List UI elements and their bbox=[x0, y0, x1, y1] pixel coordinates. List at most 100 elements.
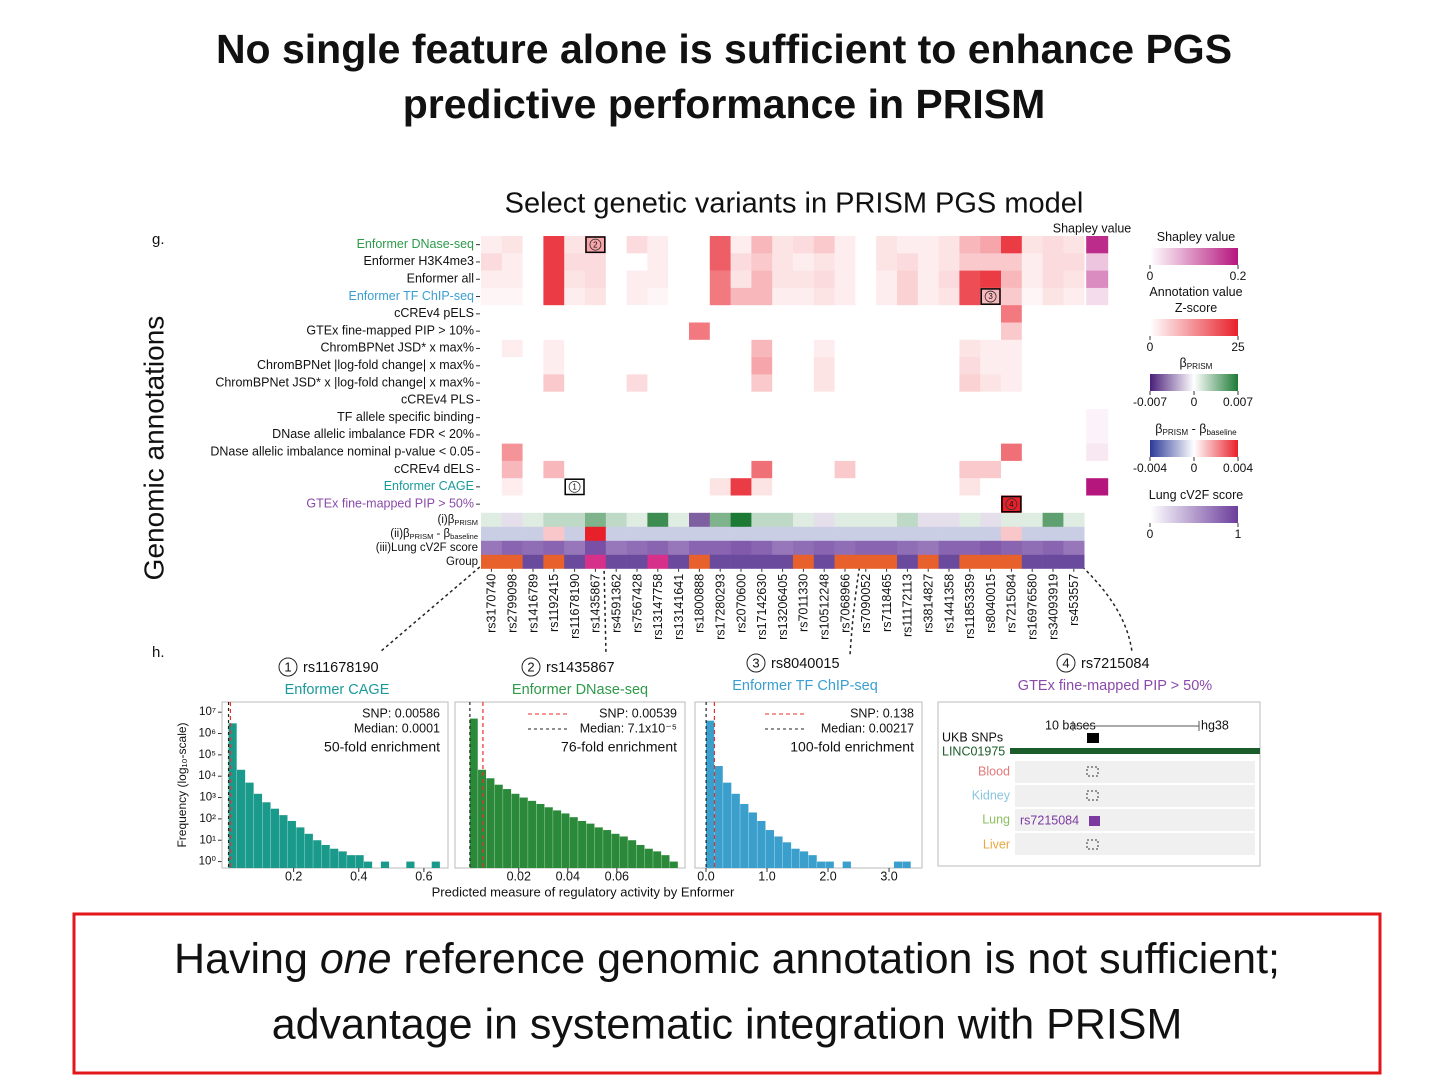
heat-cell bbox=[709, 270, 731, 289]
group-cell bbox=[980, 554, 1002, 569]
heat-cell bbox=[1063, 339, 1085, 358]
heat-cell bbox=[1001, 409, 1023, 427]
group-cell bbox=[917, 554, 939, 569]
text-part: β bbox=[1155, 422, 1162, 436]
heat-cell bbox=[959, 374, 981, 392]
column-label: rs1192415 bbox=[547, 574, 561, 632]
heat-cell bbox=[1042, 374, 1064, 392]
track-cell bbox=[689, 526, 711, 542]
hist-bar bbox=[893, 861, 903, 868]
heat-cell bbox=[813, 478, 835, 496]
heat-cell bbox=[543, 339, 565, 358]
heat-cell bbox=[585, 460, 607, 479]
heat-cell bbox=[772, 391, 794, 410]
tissue-label: Blood bbox=[978, 764, 1010, 778]
heat-cell bbox=[626, 236, 648, 254]
heat-cell bbox=[897, 339, 919, 358]
hist-bar bbox=[748, 812, 757, 868]
heat-cell bbox=[813, 339, 835, 358]
group-cell bbox=[751, 554, 773, 569]
heat-cell bbox=[730, 236, 752, 254]
shapley-cell bbox=[1086, 270, 1109, 289]
row-label: Enformer H3K4me3 bbox=[364, 254, 475, 268]
heat-cell bbox=[1021, 391, 1043, 410]
heat-cell bbox=[897, 287, 919, 306]
text-part: PRISM bbox=[1187, 362, 1213, 371]
snp-box bbox=[1086, 766, 1099, 777]
x-tick-label: 0.4 bbox=[350, 869, 367, 883]
hist-note: SNP: 0.138 bbox=[850, 706, 914, 720]
heat-cell bbox=[980, 460, 1002, 479]
heat-cell bbox=[897, 305, 919, 323]
hist-note: 76-fold enrichment bbox=[561, 739, 677, 755]
heat-cell bbox=[772, 409, 794, 427]
hist-bar bbox=[740, 803, 749, 868]
y-tick-label: 10² bbox=[199, 813, 216, 825]
heat-cell bbox=[689, 391, 711, 410]
heat-cell bbox=[626, 305, 648, 323]
heat-cell bbox=[980, 391, 1002, 410]
track-cell bbox=[501, 540, 523, 556]
legend-tick-label: 0 bbox=[1147, 527, 1154, 541]
column-label: rs11172113 bbox=[901, 574, 915, 637]
track-cell bbox=[813, 540, 835, 556]
heat-cell bbox=[917, 322, 939, 341]
heat-cell bbox=[709, 339, 731, 358]
hist-bar bbox=[355, 855, 364, 868]
hist-bar bbox=[825, 861, 834, 868]
heat-cell bbox=[730, 357, 752, 375]
heat-cell bbox=[793, 374, 815, 392]
heat-cell bbox=[751, 460, 773, 479]
heat-cell bbox=[980, 322, 1002, 341]
hist-bar bbox=[569, 817, 578, 868]
heat-cell bbox=[564, 374, 586, 392]
column-label: rs2070600 bbox=[734, 574, 748, 633]
heat-cell bbox=[501, 478, 523, 496]
heat-cell bbox=[793, 322, 815, 341]
heat-cell bbox=[564, 495, 586, 514]
heat-cell bbox=[481, 270, 503, 289]
row-label: Enformer TF ChIP-seq bbox=[348, 289, 474, 303]
heat-cell bbox=[1001, 391, 1023, 410]
heat-cell bbox=[522, 270, 544, 289]
heat-cell bbox=[1001, 322, 1023, 341]
heat-cell bbox=[481, 357, 503, 375]
track-cell bbox=[730, 512, 752, 528]
shapley-cell bbox=[1086, 287, 1109, 306]
heat-cell bbox=[1042, 443, 1064, 462]
heat-cell bbox=[501, 409, 523, 427]
heat-cell bbox=[730, 253, 752, 271]
column-label: rs13141641 bbox=[672, 574, 686, 640]
heat-cell bbox=[689, 443, 711, 462]
heat-cell bbox=[959, 426, 981, 444]
heat-cell bbox=[543, 236, 565, 254]
hist-bar bbox=[578, 820, 587, 868]
heat-cell bbox=[793, 287, 815, 306]
heat-cell bbox=[1021, 495, 1043, 514]
heat-cell bbox=[605, 495, 627, 514]
text-part: Shapley value bbox=[1157, 230, 1236, 244]
heat-cell bbox=[668, 305, 690, 323]
heat-cell bbox=[897, 236, 919, 254]
shapley-cell bbox=[1086, 322, 1109, 341]
conclusion-text: Having bbox=[174, 935, 320, 983]
track-cell bbox=[543, 512, 565, 528]
row-label: DNase allelic imbalance FDR < 20% bbox=[272, 427, 474, 441]
heat-cell bbox=[1001, 426, 1023, 444]
row-label: TF allele specific binding bbox=[337, 410, 474, 424]
heat-cell bbox=[751, 236, 773, 254]
heat-cell bbox=[564, 270, 586, 289]
heat-cell bbox=[668, 409, 690, 427]
callout-annotation: Enformer CAGE bbox=[285, 682, 390, 698]
heat-cell bbox=[751, 270, 773, 289]
heat-cell bbox=[834, 374, 856, 392]
heat-cell bbox=[564, 287, 586, 306]
hist-bar bbox=[304, 833, 313, 868]
heat-cell bbox=[668, 391, 690, 410]
x-tick-label: 3.0 bbox=[880, 869, 897, 883]
hist-bar bbox=[313, 840, 322, 868]
heat-cell bbox=[917, 357, 939, 375]
hist-x-title: Predicted measure of regulatory activity… bbox=[432, 884, 735, 899]
row-label: ChromBPNet |log-fold change| x max% bbox=[257, 358, 474, 372]
group-cell bbox=[1001, 554, 1023, 569]
